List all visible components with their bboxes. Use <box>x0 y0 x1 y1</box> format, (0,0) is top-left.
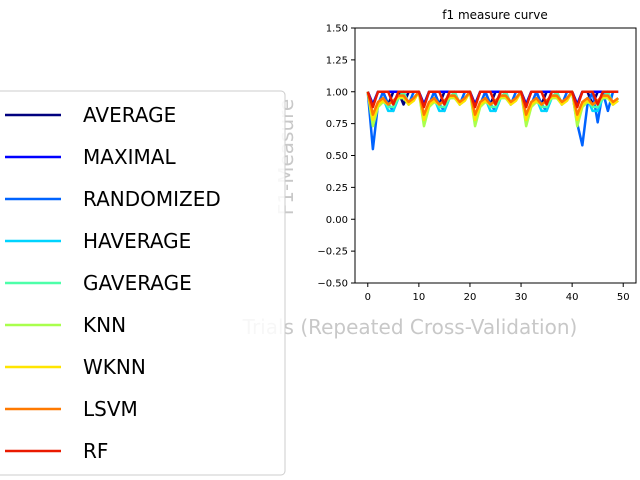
x-tick-label: 40 <box>566 292 579 303</box>
y-tick-label: −0.50 <box>317 279 348 290</box>
legend-label-lsvm: LSVM <box>83 397 138 421</box>
legend: AVERAGE MAXIMAL RANDOMIZED HAVERAGE GAVERAGE… <box>0 90 286 476</box>
legend-label-randomized: RANDOMIZED <box>83 187 221 211</box>
y-tick-label: 1.25 <box>326 55 348 66</box>
legend-label-maximal: MAXIMAL <box>83 145 176 169</box>
y-tick-label: 1.50 <box>326 24 348 35</box>
y-tick-label: 0.25 <box>326 183 348 194</box>
legend-label-average: AVERAGE <box>83 103 176 127</box>
x-tick-label: 50 <box>617 292 630 303</box>
series-line-rf <box>366 90 619 109</box>
legend-label-haverage: HAVERAGE <box>83 229 191 253</box>
legend-frame <box>0 90 286 476</box>
x-axis-label: Trials (Repeated Cross-Validation) <box>242 315 578 339</box>
legend-label-knn: KNN <box>83 313 126 337</box>
legend-label-rf: RF <box>83 439 108 463</box>
legend-label-wknn: WKNN <box>83 355 146 379</box>
y-tick-label: 0.50 <box>326 151 348 162</box>
chart-title: f1 measure curve <box>442 8 547 22</box>
series-layer <box>366 90 620 151</box>
legend-label-gaverage: GAVERAGE <box>83 271 192 295</box>
y-tick-label: 1.00 <box>326 87 348 98</box>
x-tick-label: 30 <box>515 292 528 303</box>
axes-layer: 0 10 20 30 40 50 −0.50 −0.25 0.00 0.25 0.50 0.75 1.0… <box>317 24 637 303</box>
y-tick-label: −0.25 <box>317 247 348 258</box>
plot-frame <box>354 27 637 284</box>
x-tick-label: 10 <box>412 292 425 303</box>
series-line-lsvm <box>366 90 619 116</box>
y-tick-label: 0.75 <box>326 119 348 130</box>
x-tick-label: 20 <box>464 292 477 303</box>
y-tick-label: 0.00 <box>326 215 348 226</box>
x-tick-label: 0 <box>365 292 371 303</box>
